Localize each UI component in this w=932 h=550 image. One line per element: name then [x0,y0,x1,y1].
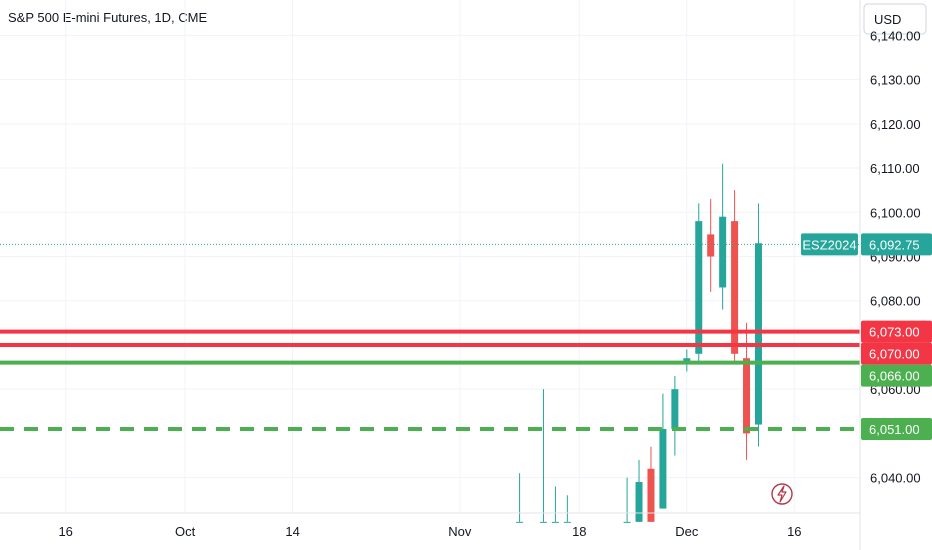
price-level-tag: 6,070.00 [861,342,932,365]
price-level-tag: 6,073.00 [861,320,932,343]
candle [707,199,715,292]
price-level-tag-label: 6,070.00 [869,347,920,362]
candle-body [563,521,571,523]
candle [695,203,703,363]
candle-body [743,358,751,434]
candle [563,495,571,523]
candle-body [707,234,715,257]
symbol-tag: ESZ2024 [801,233,858,256]
candle-body [623,521,631,523]
grid-layer [0,0,860,513]
price-level-tag-label: 6,073.00 [869,325,920,340]
time-tick-label: Nov [448,524,472,539]
time-tick-label: 18 [572,524,586,539]
price-tick-label: 6,120.00 [870,117,921,132]
lightning-icon[interactable] [771,483,793,505]
price-tick-label: 6,140.00 [870,28,921,43]
candle-body [754,243,762,425]
candle-body [539,521,547,523]
candle [719,163,727,310]
candle [683,349,691,372]
candle [516,473,524,523]
levels-layer [0,243,860,431]
candle [647,446,655,522]
time-tick-label: Oct [175,524,196,539]
currency-button[interactable] [863,3,927,35]
time-tick-label: 16 [787,524,801,539]
candle-body [647,468,655,522]
candle-body [719,216,727,288]
price-level-tag-label: 6,066.00 [869,369,920,384]
price-tags-layer: 6,073.00 6,070.00 6,066.00 6,051.00 6,092.75… [801,233,932,440]
price-tick-label: 6,100.00 [870,205,921,220]
candles-layer [516,163,762,523]
candle-body [683,358,691,363]
candle [731,190,739,363]
candle-body [731,221,739,354]
candle-body [551,521,559,523]
price-tick-label: 6,040.00 [870,471,921,486]
candle [671,375,679,456]
candle [659,393,667,509]
candle-body [516,521,524,523]
price-tick-label: 6,110.00 [870,161,920,176]
last-price-label: 6,092.75 [869,237,920,252]
candle-body [635,482,643,522]
time-axis[interactable]: 16 Oct 14 Nov 18 Dec 16 [0,512,860,539]
candle [551,486,559,523]
candle [635,459,643,522]
candle-body [671,389,679,429]
last-price-tag: 6,092.75 [861,233,932,256]
candle-body [659,428,667,509]
candle [754,203,762,447]
time-tick-label: 14 [285,524,299,539]
symbol-label: ESZ2024 [802,237,856,252]
price-level-tag: 6,066.00 [861,364,932,387]
candle-body [695,221,703,354]
price-tick-label: 6,080.00 [870,294,921,309]
price-tick-label: 6,130.00 [870,73,921,88]
price-level-tag-label: 6,051.00 [869,422,920,437]
chart-title: S&P 500 E-mini Futures, 1D, CME [8,10,208,25]
price-axis[interactable]: USD 6,140.00 6,130.00 6,120.00 6,110.00 6,10… [859,0,927,550]
time-tick-label: 16 [58,524,72,539]
candle [623,477,631,523]
time-tick-label: Dec [675,524,699,539]
candle [539,389,547,523]
currency-label: USD [874,12,901,27]
price-level-tag: 6,051.00 [861,417,932,440]
